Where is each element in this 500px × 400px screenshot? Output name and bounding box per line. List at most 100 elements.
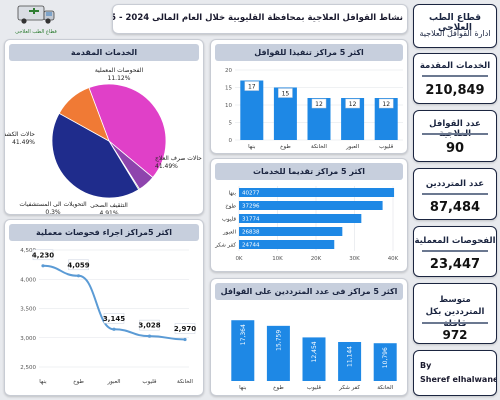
data-label: 24744 — [242, 243, 260, 249]
data-label: 37296 — [242, 204, 260, 210]
chart-title: الخدمات المقدمة — [9, 44, 199, 61]
credit-box: By Sheref elhalwane — [413, 350, 497, 396]
kpi-visitors: عدد المترددين 87,484 — [413, 168, 497, 220]
bar — [338, 341, 362, 381]
slice-percent: 41.49% — [12, 139, 35, 146]
bar — [302, 337, 326, 381]
visitors-bar-chart: 17,364 بنها 15,759 طوخ 12,454 قليوب 11,144 كفر … — [231, 320, 397, 391]
services-hbar-chart: 0K 10K 20K 30K 40K 40277 بنها 37296 طوخ 31774 قليو… — [214, 186, 399, 262]
x-tick-label: قليوب — [379, 144, 393, 150]
slice-label: حالات صرف العلاج — [155, 155, 202, 162]
chart-title: اكثر 5 مراكز تقديما للخدمات — [215, 163, 403, 180]
data-point — [147, 334, 152, 338]
y-tick-label: 3,500 — [20, 307, 36, 313]
title-bar: نشاط القوافل العلاجية بمحافظة القليوبية … — [112, 4, 408, 34]
data-point — [112, 327, 116, 331]
divider — [422, 133, 488, 135]
bar — [239, 240, 335, 249]
department-name: قطاع الطب العلاجى — [428, 13, 482, 33]
x-tick-label: الخانكة — [311, 143, 327, 150]
data-label: 3,028 — [138, 322, 160, 330]
bar — [239, 188, 395, 197]
kpi-value: 90 — [445, 141, 465, 156]
data-label: 31774 — [242, 217, 260, 223]
logo-text: قطاع الطب العلاجى — [15, 29, 57, 35]
data-label: 15 — [282, 91, 290, 98]
bar — [240, 80, 264, 140]
data-label-box — [103, 313, 125, 324]
x-tick-label: 20K — [311, 256, 322, 262]
data-label-box — [311, 98, 327, 109]
data-label: 4,059 — [67, 261, 89, 269]
data-label-box — [378, 98, 394, 109]
bar — [273, 87, 297, 140]
slice-percent: 4.91% — [99, 210, 118, 215]
kpi-label: عدد القوافل العلاجية — [429, 119, 481, 139]
kpi-average-visitors: متوسط المترددين بكل قافلة 972 — [413, 283, 497, 344]
x-tick-label: طوخ — [273, 385, 284, 391]
kpi-lab-tests: الفحوصات المعملية 23,447 — [413, 226, 497, 277]
data-label: 4,230 — [32, 251, 54, 259]
data-label: 2,970 — [174, 325, 196, 333]
y-tick-label: 10 — [225, 103, 232, 109]
divider — [422, 322, 488, 324]
data-label-box — [174, 323, 196, 334]
kpi-value: 972 — [442, 328, 468, 342]
y-tick-label: 2,500 — [20, 365, 36, 371]
lab-tests-line-card: اكثر 5مراكز اجراء فحوصات معملية 4,500 4,0… — [4, 219, 204, 396]
data-label-box — [139, 319, 160, 331]
x-tick-label: الخانكة — [377, 384, 393, 391]
caravans-bar-card: اكثر 5 مراكز تنفيذا للقوافل 0 5 10 15 20 17 بن… — [210, 39, 408, 154]
y-tick-label: 15 — [225, 86, 232, 92]
kpi-value: 210,849 — [425, 83, 485, 98]
data-label-box — [244, 81, 260, 91]
data-label: 10,796 — [382, 347, 389, 368]
kpi-value: 87,484 — [429, 200, 481, 215]
services-pie-card: الخدمات المقدمة حالات صرف العلاج 41.49% ال… — [4, 39, 204, 215]
data-label-box — [345, 98, 360, 109]
data-label: 26838 — [242, 230, 260, 236]
bar — [373, 343, 397, 381]
slice-percent: 11.12% — [108, 75, 131, 82]
data-label-box — [32, 249, 54, 261]
x-tick-label: بنها — [39, 379, 47, 385]
x-tick-label: 0K — [235, 256, 242, 262]
y-tick-label: بنها — [229, 191, 237, 197]
kpi-value: 23,447 — [429, 257, 481, 272]
x-tick-label: 10K — [272, 256, 283, 262]
data-point — [183, 337, 187, 342]
bar — [239, 214, 362, 223]
data-label: 12,454 — [311, 341, 318, 362]
department-subname: ادارة القوافل العلاجية — [419, 29, 491, 38]
kpi-label: الخدمات المقدمة — [419, 61, 491, 71]
data-label: 17,364 — [240, 324, 247, 345]
y-tick-label: 3,000 — [20, 336, 36, 342]
y-tick-label: 5 — [229, 121, 233, 127]
bar — [231, 320, 255, 381]
data-label: 17 — [248, 84, 256, 91]
data-label: 15,759 — [275, 330, 282, 351]
slice-percent: 0.3% — [45, 209, 61, 215]
slice-label: الفحوصات المعملية — [95, 67, 144, 74]
logo: قطاع الطب العلاجى — [6, 2, 66, 38]
x-tick-label: بنها — [239, 385, 247, 391]
lab-tests-line-chart: 4,500 4,000 3,500 3,000 2,500 4,230 بنها 4,059 ط… — [20, 248, 196, 385]
data-label: 11,144 — [347, 346, 354, 367]
credit-author: Sheref elhalwane — [420, 375, 497, 384]
data-label: 12 — [382, 101, 390, 108]
x-tick-label: قليوب — [142, 379, 156, 385]
data-label: 12 — [349, 101, 357, 108]
x-tick-label: العبور — [106, 379, 120, 385]
kpi-label: الفحوصات المعملية — [414, 236, 496, 246]
y-tick-label: قليوب — [222, 217, 236, 223]
caravans-bar-chart: 0 5 10 15 20 17 بنها 15 طوخ 12 الخانكة 12 العبور 12 قل… — [225, 68, 403, 150]
x-tick-label: طوخ — [280, 144, 291, 150]
slice-label: حالات الكشف — [5, 131, 35, 138]
x-tick-label: العبور — [345, 144, 359, 150]
divider — [422, 193, 488, 195]
divider — [422, 75, 488, 77]
bar — [341, 98, 365, 140]
y-tick-label: 4,000 — [20, 277, 36, 283]
x-tick-label: طوخ — [73, 379, 84, 385]
